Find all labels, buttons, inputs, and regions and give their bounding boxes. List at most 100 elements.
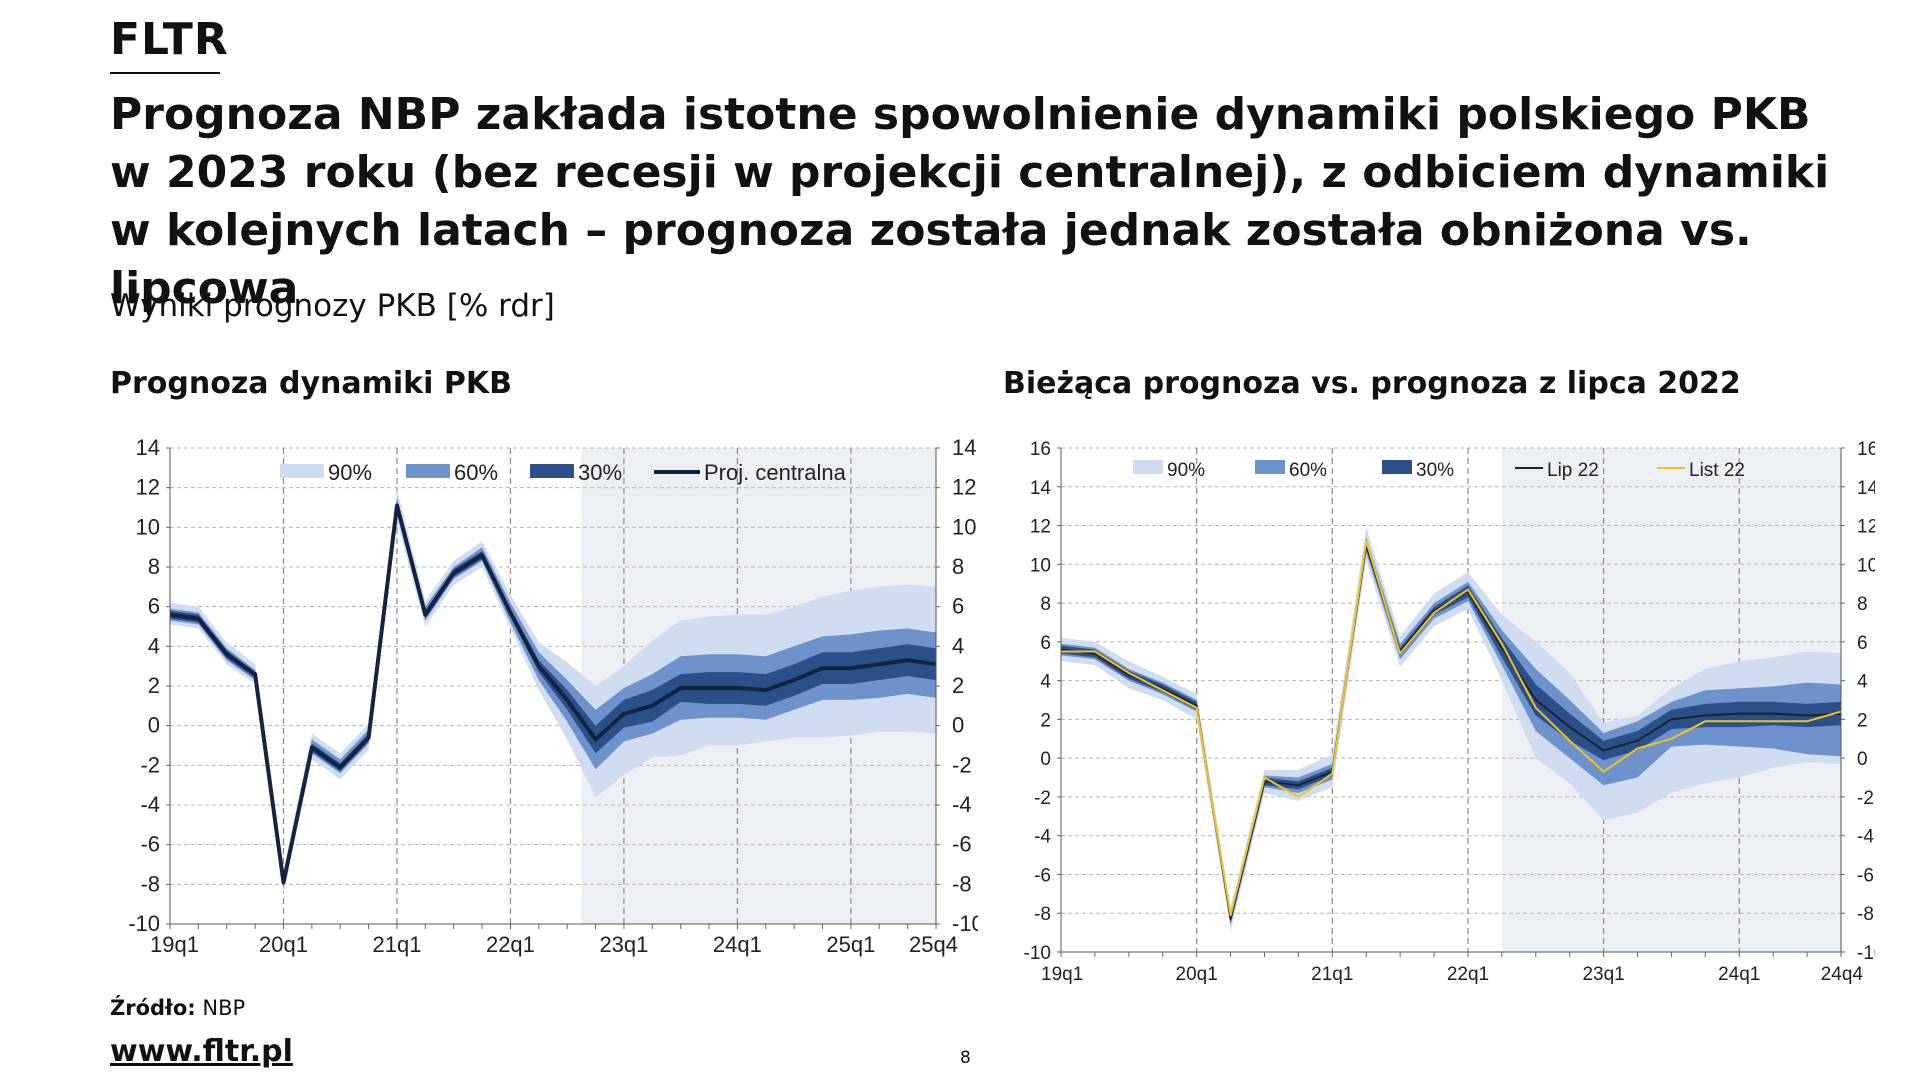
y-tick-label-right: 2	[952, 673, 964, 698]
x-tick-label: 21q1	[372, 932, 421, 957]
series-line-list-22	[1061, 540, 1842, 917]
x-tick-label: 20q1	[1176, 964, 1218, 985]
y-tick-label-left: -10	[1024, 943, 1051, 964]
y-tick-label-right: 10	[1857, 555, 1875, 576]
y-tick-label-right: 10	[952, 514, 976, 539]
legend-label-60-: 60%	[454, 460, 498, 485]
y-tick-label-left: 16	[1030, 439, 1051, 460]
legend-label-list-22: List 22	[1689, 460, 1745, 481]
x-tick-label: 25q4	[909, 932, 958, 957]
y-tick-label-left: 2	[1040, 710, 1051, 731]
y-tick-label-right: 16	[1857, 439, 1875, 460]
y-tick-label-left: 8	[1040, 594, 1051, 615]
y-tick-label-left: -4	[140, 792, 160, 817]
brand-underline	[110, 72, 220, 74]
y-tick-label-right: 14	[1857, 478, 1875, 499]
x-tick-label: 25q1	[826, 932, 875, 957]
y-tick-label-left: 14	[1030, 478, 1052, 499]
y-tick-label-left: -4	[1034, 827, 1051, 848]
y-tick-label-right: 0	[1857, 749, 1868, 770]
y-tick-label-left: 8	[148, 554, 160, 579]
legend-label-proj-centralna: Proj. centralna	[704, 460, 847, 485]
y-tick-label-right: 8	[1857, 594, 1868, 615]
y-tick-label-right: -4	[952, 792, 972, 817]
legend-swatch-30	[530, 464, 574, 478]
y-tick-label-right: -2	[1857, 788, 1874, 809]
x-tick-label: 22q1	[1447, 964, 1489, 985]
legend-swatch-90	[280, 464, 324, 478]
gdp-fan-chart: 14 14 12 12 10 10 8 8 6 6 4 4 2 2 0 0 -2 -2 -4 -4 -6 -6 -8 -8 -1…	[128, 435, 978, 957]
y-tick-label-left: -8	[1034, 904, 1051, 925]
source-note: Źródło: NBP	[110, 996, 245, 1020]
x-tick-label: 22q1	[486, 932, 535, 957]
y-tick-label-right: 4	[952, 633, 964, 658]
legend-label-lip-22: Lip 22	[1547, 460, 1599, 481]
y-tick-label-right: 12	[952, 475, 976, 500]
y-tick-label-left: -10	[128, 911, 160, 936]
x-tick-label: 24q1	[1718, 964, 1760, 985]
y-tick-label-left: 0	[1040, 749, 1051, 770]
chart-title-right: Bieżąca prognoza vs. prognoza z lipca 20…	[1003, 366, 1741, 401]
y-tick-label-right: 6	[952, 594, 964, 619]
legend-label-30-: 30%	[1416, 460, 1454, 481]
chart-title-left: Prognoza dynamiki PKB	[110, 366, 512, 401]
y-tick-label-right: -8	[1857, 904, 1874, 925]
y-tick-label-right: 6	[1857, 633, 1868, 654]
x-tick-label: 23q1	[599, 932, 648, 957]
y-tick-label-left: 12	[136, 475, 160, 500]
y-tick-label-left: -2	[140, 752, 160, 777]
y-tick-label-right: -10	[1857, 943, 1875, 964]
x-tick-label: 19q1	[1041, 964, 1083, 985]
legend-swatch-90	[1133, 460, 1163, 474]
fan-band-60	[170, 497, 936, 889]
y-tick-label-right: 4	[1857, 672, 1868, 693]
x-tick-label: 24q4	[1821, 964, 1864, 985]
y-tick-label-right: -6	[952, 832, 972, 857]
y-tick-label-left: 10	[1030, 555, 1051, 576]
source-label: Źródło:	[110, 996, 196, 1020]
y-tick-label-left: 12	[1030, 517, 1051, 538]
y-tick-label-left: -6	[1034, 865, 1051, 886]
y-tick-label-left: 6	[148, 594, 160, 619]
legend-swatch-30	[1382, 460, 1412, 474]
y-tick-label-right: -4	[1857, 827, 1874, 848]
website-link[interactable]: www.fltr.pl	[110, 1034, 293, 1069]
y-tick-label-right: 0	[952, 713, 964, 738]
y-tick-label-left: -8	[140, 871, 160, 896]
y-tick-label-right: 14	[952, 435, 976, 460]
x-tick-label: 19q1	[150, 932, 199, 957]
y-tick-label-left: 10	[136, 514, 160, 539]
x-tick-label: 23q1	[1582, 964, 1624, 985]
fan-band-30	[170, 501, 936, 887]
y-tick-label-left: -6	[140, 832, 160, 857]
y-tick-label-right: 12	[1857, 517, 1875, 538]
gdp-comparison-chart: 16 16 14 14 12 12 10 10 8 8 6 6 4 4 2 2 0 0 -2 -2 -4 -4 -6 -6 -8…	[1024, 439, 1875, 985]
y-tick-label-left: 0	[148, 713, 160, 738]
y-tick-label-right: -10	[952, 911, 978, 936]
legend-label-90-: 90%	[328, 460, 372, 485]
y-tick-label-left: 14	[136, 435, 160, 460]
legend-label-90-: 90%	[1167, 460, 1205, 481]
legend-swatch-60	[1255, 460, 1285, 474]
legend-label-60-: 60%	[1289, 460, 1327, 481]
page-subtitle: Wyniki prognozy PKB [% rdr]	[110, 288, 555, 324]
page-number: 8	[960, 1048, 971, 1068]
y-tick-label-right: 8	[952, 554, 964, 579]
y-tick-label-left: -2	[1034, 788, 1051, 809]
y-tick-label-left: 2	[148, 673, 160, 698]
legend-label-30-: 30%	[578, 460, 622, 485]
y-tick-label-left: 4	[148, 633, 160, 658]
y-tick-label-left: 6	[1040, 633, 1051, 654]
y-tick-label-right: -2	[952, 752, 972, 777]
y-tick-label-right: -8	[952, 871, 972, 896]
page-title: Prognoza NBP zakłada istotne spowolnieni…	[110, 89, 1830, 314]
x-tick-label: 24q1	[713, 932, 762, 957]
y-tick-label-right: 2	[1857, 710, 1868, 731]
y-tick-label-left: 4	[1040, 672, 1051, 693]
series-line-proj-centralna	[169, 503, 937, 885]
x-tick-label: 21q1	[1311, 964, 1353, 985]
y-tick-label-right: -6	[1857, 865, 1874, 886]
brand-logo: FLTR	[110, 14, 229, 65]
x-tick-label: 20q1	[259, 932, 308, 957]
source-value: NBP	[202, 996, 246, 1020]
